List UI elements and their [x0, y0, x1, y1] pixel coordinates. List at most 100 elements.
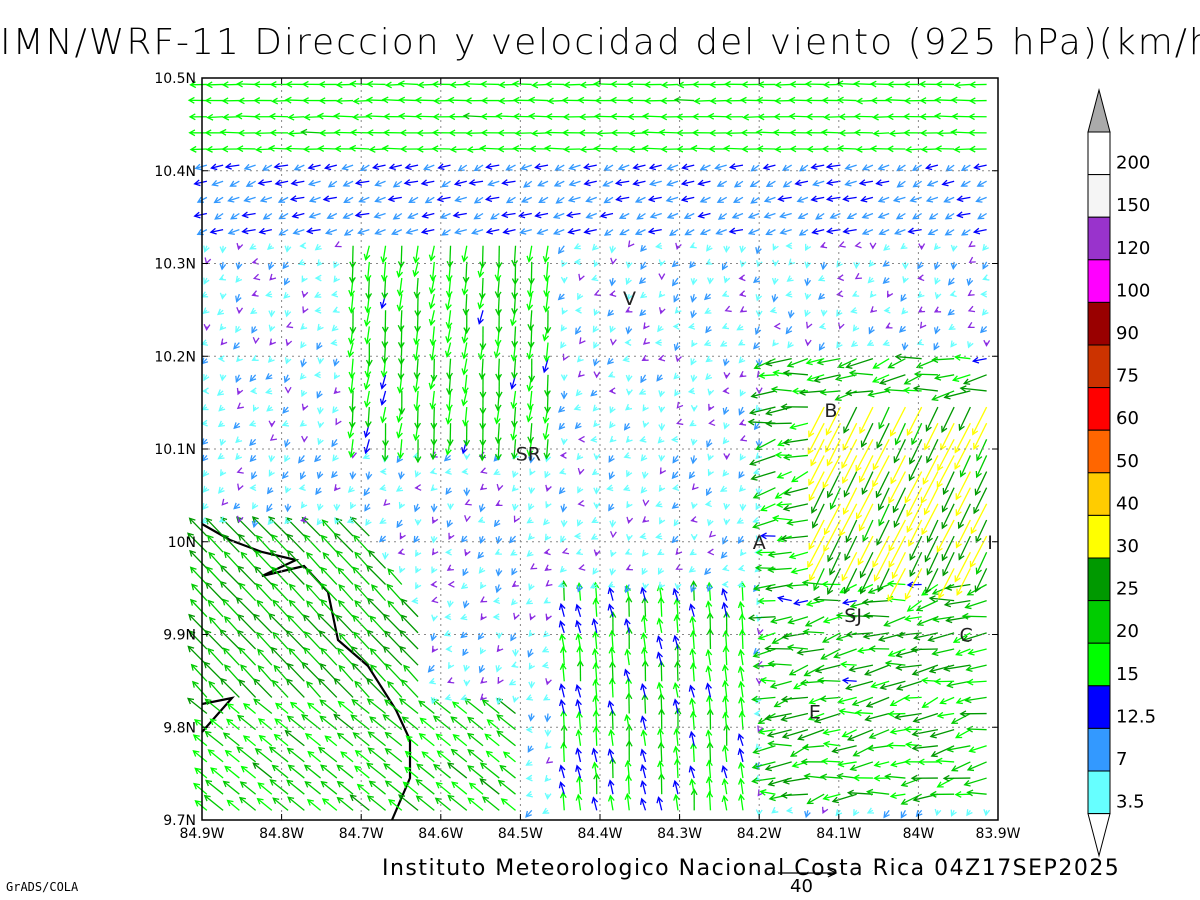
wind-vector [473, 212, 484, 220]
wind-vector [641, 567, 648, 576]
wind-vector [855, 145, 873, 153]
wind-vector [902, 276, 909, 284]
wind-vector [401, 716, 419, 731]
wind-vector [876, 519, 890, 546]
wind-vector [562, 353, 570, 361]
wind-vector [337, 567, 354, 585]
wind-vector [719, 340, 728, 347]
wind-vector [334, 517, 341, 525]
wind-vector [431, 516, 439, 525]
wind-vector [756, 145, 776, 153]
axis-labels: 84.9W 84.8W 84.7W 84.6W 84.5W 84.4W 84.3W 84.2W… [154, 71, 1020, 842]
wind-vector [804, 810, 811, 819]
wind-vector [691, 483, 699, 491]
wind-vector [347, 486, 355, 493]
wind-vector [213, 196, 224, 204]
wind-vector [558, 683, 566, 698]
wind-vector [416, 145, 435, 153]
wind-vector [495, 535, 503, 545]
wind-vector [450, 748, 468, 763]
wind-vector [641, 549, 649, 557]
wind-vector [381, 310, 389, 334]
wind-vector [218, 516, 226, 523]
wind-vector [544, 742, 552, 750]
wind-vector [676, 145, 695, 153]
wind-vector [204, 730, 224, 747]
wind-vector [365, 342, 373, 367]
wind-vector [374, 180, 386, 187]
wind-vector [286, 747, 305, 763]
wind-vector [399, 129, 419, 137]
wind-vector [366, 597, 387, 618]
wind-vector [209, 718, 224, 731]
colorbar-label: 15 [1116, 664, 1139, 685]
wind-vector [903, 694, 922, 702]
wind-vector [381, 277, 389, 300]
wind-vector [960, 164, 971, 172]
wind-vector [806, 793, 825, 805]
wind-vector [418, 700, 435, 715]
wind-vector [738, 680, 745, 698]
wind-vector [431, 548, 439, 556]
wind-vector [672, 322, 680, 330]
wind-vector [416, 763, 435, 779]
wind-vector [317, 421, 325, 429]
wind-vector [825, 406, 842, 436]
wind-vector [901, 342, 909, 351]
wind-vector [387, 680, 403, 698]
wind-vector [387, 195, 402, 203]
wind-vector [543, 548, 551, 556]
wind-vector [935, 757, 955, 765]
wind-vector [591, 618, 599, 634]
wind-vector [887, 290, 894, 298]
wind-vector [477, 516, 486, 523]
wind-vector [217, 355, 225, 363]
wind-vector [300, 501, 308, 509]
wind-vector [477, 551, 485, 559]
wind-vector [671, 535, 679, 544]
wind-vector [447, 794, 468, 811]
wind-vector [252, 613, 273, 634]
wind-vector [791, 761, 809, 769]
wind-vector [822, 740, 841, 748]
wind-vector [912, 212, 922, 220]
wind-vector [777, 195, 792, 203]
wind-vector [814, 664, 841, 674]
wind-vector [610, 145, 630, 153]
wind-vector [953, 145, 971, 153]
wind-vector [624, 792, 632, 811]
wind-vector [655, 500, 663, 508]
wind-vector [238, 582, 257, 602]
wind-vector [670, 435, 679, 443]
wind-vector [639, 436, 647, 443]
wind-vector [747, 212, 760, 219]
wind-vector [273, 162, 289, 170]
y-tick-label: 10.3N [154, 257, 196, 273]
wind-vector [366, 698, 386, 715]
wind-vector [479, 596, 488, 603]
wind-vector [307, 179, 321, 187]
wind-vector [619, 229, 630, 236]
wind-vector [751, 777, 776, 785]
wind-vector [931, 356, 955, 364]
wind-vector [579, 146, 597, 153]
wind-vector [767, 566, 792, 574]
colorbar-label: 12.5 [1116, 706, 1156, 727]
wind-vector [610, 257, 617, 265]
wind-vector [747, 228, 760, 236]
wind-vector [934, 292, 942, 300]
wind-vector [640, 632, 648, 650]
wind-vector [838, 129, 857, 137]
wind-vector [690, 293, 697, 303]
wind-vector [791, 387, 808, 395]
wind-vector [869, 290, 877, 298]
wind-vector [706, 694, 713, 714]
wind-vector [785, 242, 793, 250]
wind-vector [813, 568, 825, 592]
wind-vector [288, 583, 305, 602]
wind-vector [495, 112, 516, 120]
wind-vector [944, 583, 971, 591]
wind-vector [868, 729, 890, 739]
wind-vector [904, 471, 923, 504]
wind-vector [543, 518, 550, 526]
